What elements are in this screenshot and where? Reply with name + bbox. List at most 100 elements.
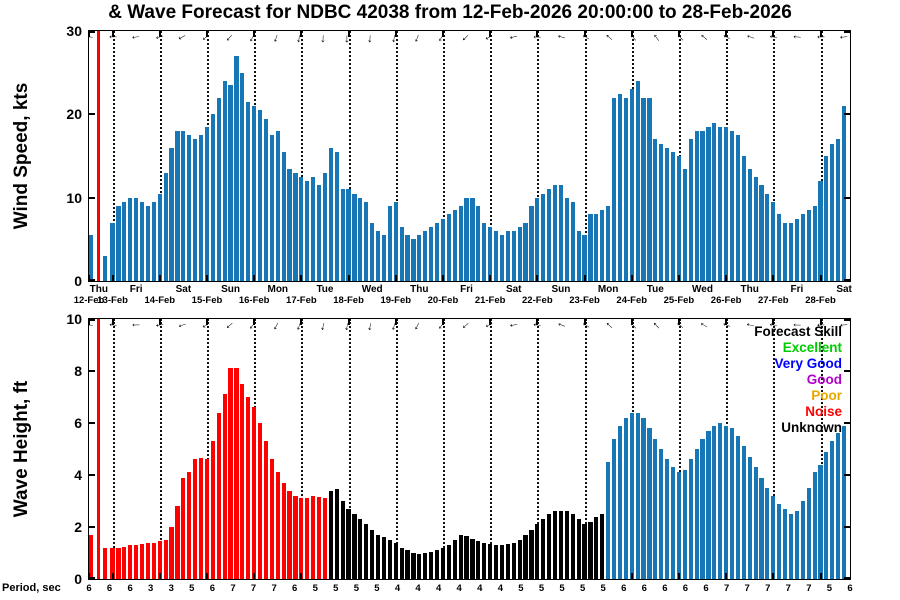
wind-bar <box>163 172 168 281</box>
wind-bar <box>765 193 770 281</box>
wind-bar <box>352 193 357 281</box>
date-label: 12-Feb <box>73 295 105 306</box>
period-value: 7 <box>765 583 771 594</box>
grid-line <box>442 319 445 579</box>
wind-direction-arrow: → <box>766 31 781 47</box>
wave-direction-arrow: → <box>387 319 405 335</box>
period-value: 5 <box>312 583 318 594</box>
wave-bar <box>316 497 322 579</box>
x-tick-mark <box>536 573 539 579</box>
x-tick-mark <box>347 31 350 37</box>
wave-bar <box>824 451 829 579</box>
wave-bar <box>588 521 593 579</box>
wave-bar <box>102 547 107 579</box>
wind-bar <box>275 131 280 281</box>
wind-bar <box>358 197 363 281</box>
period-value: 5 <box>579 583 586 594</box>
period-value: 4 <box>394 583 401 594</box>
period-value: 7 <box>271 583 277 594</box>
x-tick-mark <box>489 573 492 579</box>
y-tick-mark <box>844 113 850 116</box>
x-tick-mark <box>300 573 303 579</box>
wave-bar <box>163 540 168 579</box>
wave-bar <box>629 412 634 579</box>
wind-direction-arrow: → <box>269 31 287 47</box>
period-value: 6 <box>682 583 689 594</box>
wave-bar <box>653 438 658 579</box>
wind-direction-arrow: → <box>506 30 522 48</box>
wind-bar <box>517 226 522 281</box>
x-tick-mark <box>630 319 633 325</box>
wave-direction-arrow: → <box>292 319 310 335</box>
wind-bar <box>812 206 817 281</box>
wind-bar <box>688 139 693 281</box>
wind-bar <box>417 235 422 281</box>
wave-bar <box>375 534 381 579</box>
x-tick-mark <box>441 319 444 325</box>
x-tick-mark <box>819 573 822 579</box>
x-tick-mark <box>725 275 728 281</box>
wind-bar <box>340 189 345 281</box>
wind-bar <box>712 122 717 281</box>
wind-bar <box>299 176 304 281</box>
wave-bar <box>511 542 516 579</box>
wave-bar <box>641 417 646 579</box>
wind-bar <box>753 176 758 281</box>
wave-bar <box>122 546 127 579</box>
wind-bar <box>800 214 805 281</box>
legend-entry-very-good: Very Good <box>774 356 842 371</box>
wave-bar <box>617 425 623 579</box>
wind-bar <box>257 110 263 281</box>
wind-y-tick-label: 0 <box>74 273 82 289</box>
wave-bar <box>364 524 369 579</box>
period-value: 7 <box>230 583 236 594</box>
wave-bar <box>682 469 687 579</box>
legend-entry-good: Good <box>806 372 842 387</box>
now-line <box>97 319 101 579</box>
period-value: 6 <box>127 583 133 594</box>
wave-bar <box>399 547 404 579</box>
period-value: 6 <box>621 583 627 594</box>
period-value: 5 <box>333 583 339 594</box>
wave-bar <box>482 542 487 579</box>
wind-direction-arrow: → <box>814 31 827 47</box>
wave-bar <box>606 462 611 579</box>
wind-speed-panel: → → → → → → → → → → → → → → → → → → → → → → → → → → → → → → → → → <box>88 30 851 282</box>
period-value: 4 <box>415 583 421 594</box>
day-label: Fri <box>129 284 143 295</box>
wave-bar <box>216 412 221 579</box>
y-tick-mark <box>89 279 95 281</box>
grid-line <box>301 319 304 579</box>
wind-direction-arrow: → <box>433 30 453 48</box>
wave-bar <box>488 543 493 579</box>
wave-bar <box>623 417 628 579</box>
period-value: 7 <box>723 583 730 594</box>
wind-bar <box>145 206 151 281</box>
wind-direction-arrow: → <box>837 31 851 47</box>
wave-bar <box>293 495 298 579</box>
wave-bar <box>429 551 434 579</box>
wave-direction-arrow: → <box>221 318 240 337</box>
legend-entry-excellent: Excellent <box>782 340 842 355</box>
period-value: 4 <box>435 583 442 594</box>
wave-y-tick-label: 4 <box>74 467 82 483</box>
wave-bar <box>423 553 428 579</box>
day-label: Mon <box>597 284 619 295</box>
wind-direction-arrow: → <box>197 30 217 49</box>
wind-bar <box>364 201 369 281</box>
wave-bar <box>777 503 782 579</box>
x-tick-mark <box>347 275 350 281</box>
x-tick-mark <box>677 319 680 325</box>
wind-bar <box>240 72 245 281</box>
wave-bar <box>806 488 811 579</box>
wave-direction-arrow: → <box>364 319 381 335</box>
date-label: 14-Feb <box>144 295 176 306</box>
wind-bar <box>269 135 274 281</box>
y-tick-mark <box>89 577 95 579</box>
wave-direction-arrow: → <box>410 318 429 336</box>
wind-bar <box>777 214 782 281</box>
wind-bar <box>665 147 670 281</box>
wave-bar <box>222 394 227 579</box>
wind-bar <box>281 151 286 281</box>
wave-bar <box>228 368 233 579</box>
